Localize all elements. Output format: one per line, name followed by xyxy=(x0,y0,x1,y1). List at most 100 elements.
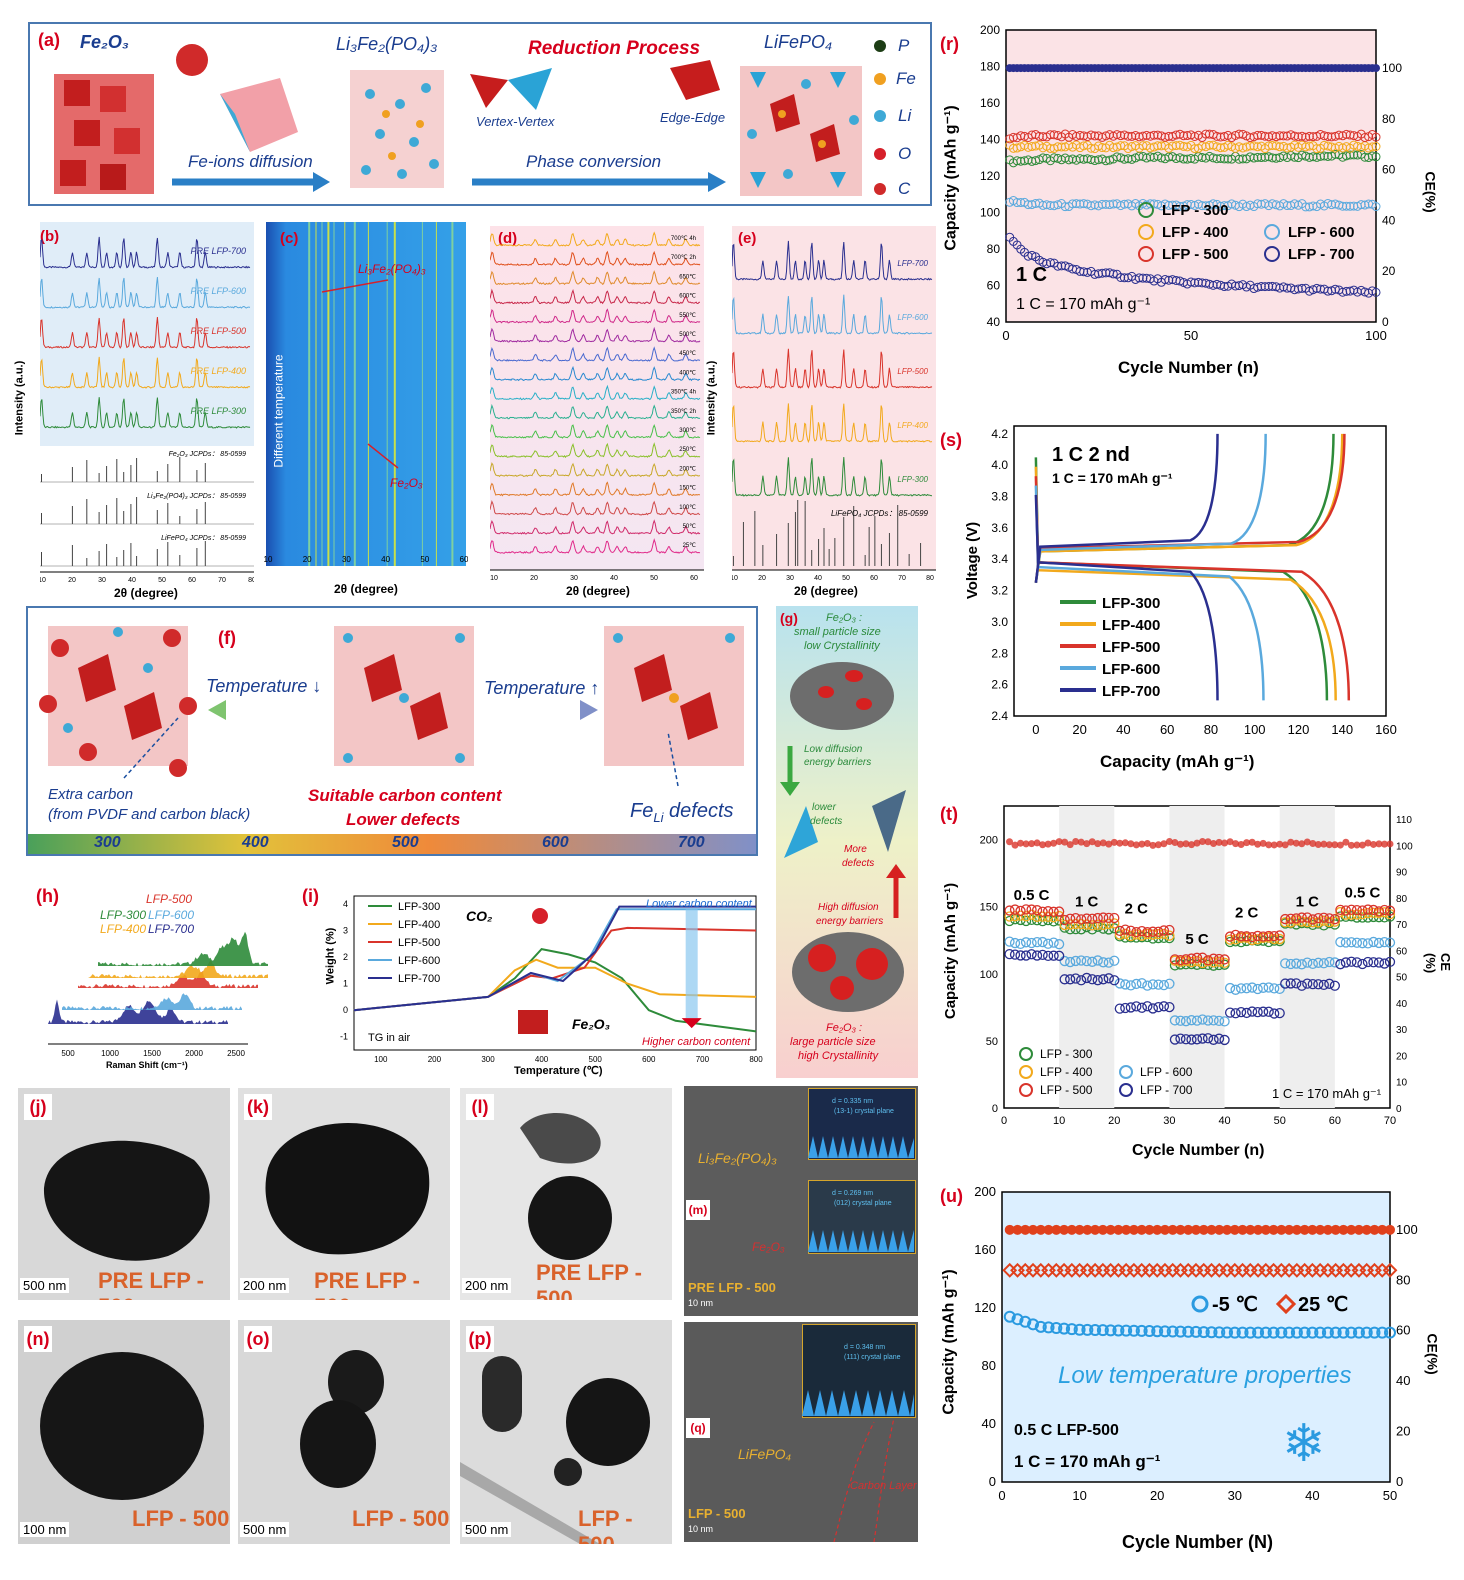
capacity-point-minus5 xyxy=(1329,1326,1342,1339)
feli-main: Fe xyxy=(630,800,654,822)
ce-point-t xyxy=(1017,839,1025,847)
panel-b-plot: PRE LFP-700 PRE LFP-600 PRE LFP-500 PRE LFP… xyxy=(40,236,254,582)
capacity-point-r xyxy=(1045,258,1055,268)
panel-d-xlabel: 2θ (degree) xyxy=(566,584,630,598)
capacity-point-r xyxy=(1145,152,1155,162)
rate-point-t xyxy=(1142,931,1153,943)
rate-point-t xyxy=(1318,958,1329,969)
ce-point-t xyxy=(1237,841,1245,849)
capacity-point-r xyxy=(1179,154,1189,164)
ce-point-u xyxy=(1105,1224,1116,1235)
panel-e-ylabel: Intensity (a.u.) xyxy=(705,360,718,436)
capacity-point-r xyxy=(1171,154,1181,164)
xrd-trace-label-b: PRE LFP-300 xyxy=(190,406,246,416)
x-tick-r: 50 xyxy=(1184,328,1198,343)
rate-point-t xyxy=(1164,930,1175,941)
capacity-point-minus5 xyxy=(1252,1326,1265,1339)
x-tick-d: 10 xyxy=(490,575,498,582)
capacity-point-r xyxy=(1123,131,1133,141)
ce-point-t xyxy=(1342,838,1350,846)
y2-tick-t: 110 xyxy=(1396,815,1412,826)
x-tick-h: 2000 xyxy=(185,1049,203,1058)
xrd-trace-e xyxy=(732,457,933,497)
ce-point-u xyxy=(1159,1224,1170,1235)
rate-point-t xyxy=(1070,912,1081,924)
capacity-point-r xyxy=(1290,131,1300,141)
capacity-point-r xyxy=(1267,153,1277,163)
rate-point-t xyxy=(1252,930,1263,942)
capacity-point-r xyxy=(1212,142,1222,152)
i-co2: CO₂ xyxy=(466,908,493,924)
x-tick-i: 200 xyxy=(428,1055,442,1064)
capacity-point-r xyxy=(1260,131,1270,141)
capacity-point-minus5 xyxy=(1011,1313,1024,1326)
capacity-point-minus5 xyxy=(1244,1326,1257,1339)
rate-point-t xyxy=(1368,907,1379,918)
x-tick-c: 50 xyxy=(420,555,429,564)
rate-point-t xyxy=(1109,912,1120,924)
rate-point-t xyxy=(1169,1015,1181,1026)
legend-marker-t xyxy=(1119,1065,1133,1079)
panel-u: (u) 0 10 20 30 40 50 0 40 80 120 160 200 0 20 40 60 80 10… xyxy=(936,1182,1456,1562)
rate-point-t xyxy=(1147,979,1159,990)
panel-h: (h) 500 1000 1500 2000 2500 LFP-500 LFP-300 … xyxy=(28,874,268,1074)
temp-label-d: 200℃ xyxy=(679,466,696,472)
capacity-point-r xyxy=(1079,267,1089,277)
capacity-point-r xyxy=(1079,131,1089,141)
rate-point-t xyxy=(1324,956,1335,968)
rate-point-t xyxy=(1302,957,1313,968)
rate-point-t xyxy=(1120,928,1131,939)
rate-point-t xyxy=(1219,957,1230,968)
xrd-trace-d xyxy=(490,519,701,535)
panel-u-label: (u) xyxy=(940,1186,963,1206)
legend-label-r: LFP - 700 xyxy=(1288,246,1354,263)
panel-g-graphics xyxy=(780,662,906,1012)
ce-point-t xyxy=(1380,840,1388,848)
x-tick-e: 70 xyxy=(898,575,906,582)
x-tick-r: 100 xyxy=(1365,328,1387,343)
tem-n: (n) LFP - 500 100 nm xyxy=(18,1320,230,1544)
capacity-point-r xyxy=(1353,141,1362,151)
g-more1: More xyxy=(844,844,867,855)
rate-point-t xyxy=(1081,919,1092,930)
legend-label-t: LFP - 700 xyxy=(1140,1083,1193,1097)
g-top1: Fe₂O₃ : xyxy=(826,612,863,624)
capacity-point-minus5 xyxy=(1213,1326,1226,1339)
tem-p-scale: 500 nm xyxy=(462,1522,512,1537)
ce-point-u xyxy=(1245,1224,1256,1235)
legend-label-t: LFP - 500 xyxy=(1040,1083,1093,1097)
raman-trace-lfp-700 xyxy=(48,999,228,1024)
capacity-point-r xyxy=(1097,268,1107,278)
ce-point-u xyxy=(1338,1224,1349,1235)
rate-point-t xyxy=(1302,912,1313,923)
capacity-point-r xyxy=(1249,141,1259,151)
ce-point-t xyxy=(1132,841,1140,849)
x-tick-s: 0 xyxy=(1032,722,1039,737)
rate-point-t xyxy=(1263,930,1274,942)
ce-point-u xyxy=(1175,1224,1186,1235)
rate-point-t xyxy=(1042,950,1054,962)
y-tick-u: 80 xyxy=(982,1358,996,1373)
rate-point-t xyxy=(1169,954,1181,965)
scale-300: 300 xyxy=(94,834,121,851)
capacity-point-minus5 xyxy=(1267,1326,1280,1339)
y2-tick-t: 40 xyxy=(1396,999,1408,1010)
rate-point-t xyxy=(1092,912,1103,924)
temp-up-label: Temperature ↑ xyxy=(484,678,600,698)
panel-b-ylabel: Intensity (a.u.) xyxy=(13,360,26,436)
panel-r-y2label: CE(%) xyxy=(1422,171,1439,213)
capacity-point-minus5 xyxy=(1384,1326,1396,1339)
ce-point-u xyxy=(1206,1224,1217,1235)
capacity-point-r xyxy=(1338,201,1348,211)
capacity-point-minus5 xyxy=(1042,1321,1055,1334)
x-tick-d: 50 xyxy=(650,575,658,582)
panel-a-label: (a) xyxy=(38,30,60,50)
rate-point-t xyxy=(1296,912,1307,923)
rate-point-t xyxy=(1291,978,1302,989)
capacity-point-minus5 xyxy=(1058,1322,1071,1335)
legend-label-s: LFP-700 xyxy=(1102,683,1160,700)
capacity-point-r xyxy=(1045,130,1055,140)
ce-point-u xyxy=(1121,1224,1132,1235)
rate-point-t xyxy=(1065,913,1076,924)
x-tick-t: 60 xyxy=(1329,1115,1341,1127)
